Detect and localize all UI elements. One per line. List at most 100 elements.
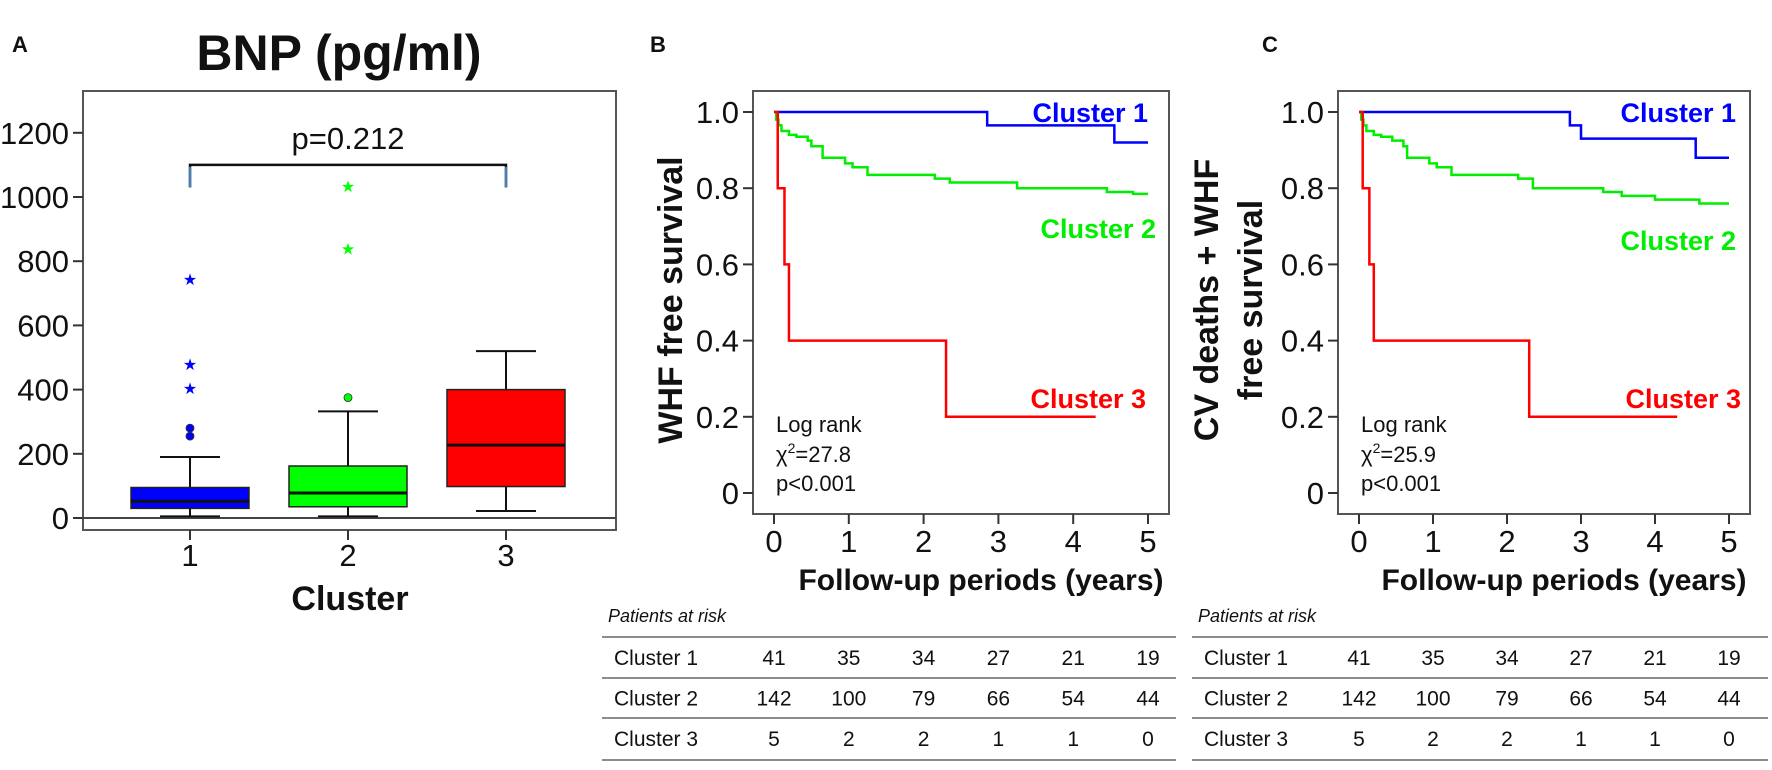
at-risk-count: 2 [843,728,855,751]
table-row: Cluster 2 142 100 79 66 54 44 [1204,688,1741,711]
log-rank-label: Log rank [1361,412,1448,437]
series-label-cluster-2: Cluster 2 [1040,214,1156,244]
p-value: p<0.001 [776,471,856,496]
log-rank-label: Log rank [776,412,863,437]
x-tick-label: 5 [1139,524,1156,559]
at-risk-count: 0 [1142,728,1154,751]
x-tick-label: 3 [990,524,1007,559]
series-label-cluster-3: Cluster 3 [1030,384,1146,414]
plot-frame [752,90,1170,515]
x-tick-label: 4 [1646,524,1663,559]
at-risk-count: 1 [1067,728,1079,751]
y-tick-label: 0 [1307,476,1324,511]
at-risk-count: 44 [1717,688,1741,711]
y-tick-label: 0.6 [1281,247,1324,282]
at-risk-count: 41 [762,647,785,670]
y-tick-label: 0.8 [696,171,739,206]
x-tick-label: 3 [497,538,514,573]
boxplot-panel: BNP (pg/ml) 0 200 400 600 800 1000 1200 1 2 3 Clust… [0,25,617,618]
y-tick-label: 1000 [0,180,69,215]
x-tick-label: 3 [1572,524,1589,559]
y-tick-label: 0 [722,476,739,511]
series-label-cluster-3: Cluster 3 [1625,384,1741,414]
x-axis-label: Follow-up periods (years) [798,564,1163,597]
survival-curve-3 [774,110,1096,419]
chi-symbol: χ [1361,442,1373,467]
y-tick-label: 1.0 [1281,95,1324,130]
x-tick-label: 1 [181,538,198,573]
y-tick-label: 0.2 [696,400,739,435]
at-risk-count: 0 [1723,728,1735,751]
chi-superscript: 2 [1373,440,1381,456]
at-risk-count: 34 [1495,647,1519,670]
panel-label-c: C [1262,32,1278,57]
panel-label-a: A [12,32,28,57]
survival-curve-3 [1359,110,1678,419]
chi-symbol: χ [776,442,788,467]
at-risk-count: 27 [1569,647,1592,670]
outlier-circle [185,431,195,441]
survival-curve-2 [774,110,1148,196]
y-axis-label: free survival [1232,200,1270,400]
chi-value: =25.9 [1380,442,1436,467]
at-risk-count: 79 [1495,688,1518,711]
survival-curve-1 [1359,110,1729,159]
y-tick-label: 600 [17,308,69,343]
x-tick-label: 4 [1065,524,1082,559]
at-risk-count: 1 [993,728,1005,751]
table-row: Cluster 2 142 100 79 66 54 44 [614,688,1160,711]
chi-value: =27.8 [795,442,851,467]
p-value: p<0.001 [1361,471,1441,496]
table-row: Cluster 1 41 35 34 27 21 19 [1204,647,1741,670]
chi-square-stat: χ2=27.8 [776,440,851,467]
chi-square-stat: χ2=25.9 [1361,440,1436,467]
x-tick-label: 0 [1350,524,1367,559]
box-cluster-3 [446,350,566,512]
at-risk-count: 1 [1575,728,1587,751]
series-label-cluster-1: Cluster 1 [1032,98,1148,128]
at-risk-count: 35 [837,647,860,670]
x-tick-label: 2 [339,538,356,573]
outlier-circle [185,423,195,433]
box-cluster-2: ★★ [288,179,408,518]
at-risk-count: 19 [1136,647,1159,670]
y-axis-label: CV deaths + WHF [1188,159,1226,441]
chart-title: BNP (pg/ml) [196,25,481,81]
at-risk-count: 35 [1421,647,1444,670]
box [130,486,250,510]
y-tick-label: 1200 [0,116,69,151]
x-axis-label: Follow-up periods (years) [1381,564,1746,597]
x-tick-label: 2 [915,524,932,559]
at-risk-count: 5 [768,728,780,751]
x-tick-label: 1 [1424,524,1441,559]
at-risk-count: 44 [1136,688,1160,711]
x-tick-label: 5 [1720,524,1737,559]
outlier-star: ★ [341,241,355,258]
at-risk-count: 1 [1649,728,1661,751]
panel-label-b: B [650,32,666,57]
box [288,465,408,508]
at-risk-count: 66 [1569,688,1592,711]
plot-frame [1337,90,1751,515]
at-risk-count: 21 [1643,647,1666,670]
y-tick-label: 0.2 [1281,400,1324,435]
table-row: Cluster 1 41 35 34 27 21 19 [614,647,1160,670]
chi-superscript: 2 [788,440,796,456]
survival-curve-1 [774,110,1148,144]
outlier-star: ★ [183,272,197,289]
y-tick-label: 0.4 [696,324,739,359]
row-label: Cluster 2 [1204,688,1288,711]
at-risk-count: 41 [1347,647,1370,670]
at-risk-count: 54 [1643,688,1667,711]
outlier-star: ★ [183,357,197,374]
at-risk-count: 2 [918,728,930,751]
at-risk-count: 19 [1717,647,1740,670]
table-row: Cluster 3 5 2 2 1 1 0 [614,728,1154,751]
at-risk-count: 27 [987,647,1010,670]
y-axis-label: WHF free survival [652,156,690,443]
risk-table-title: Patients at risk [1198,606,1317,626]
y-tick-label: 0.8 [1281,171,1324,206]
at-risk-count: 2 [1501,728,1513,751]
